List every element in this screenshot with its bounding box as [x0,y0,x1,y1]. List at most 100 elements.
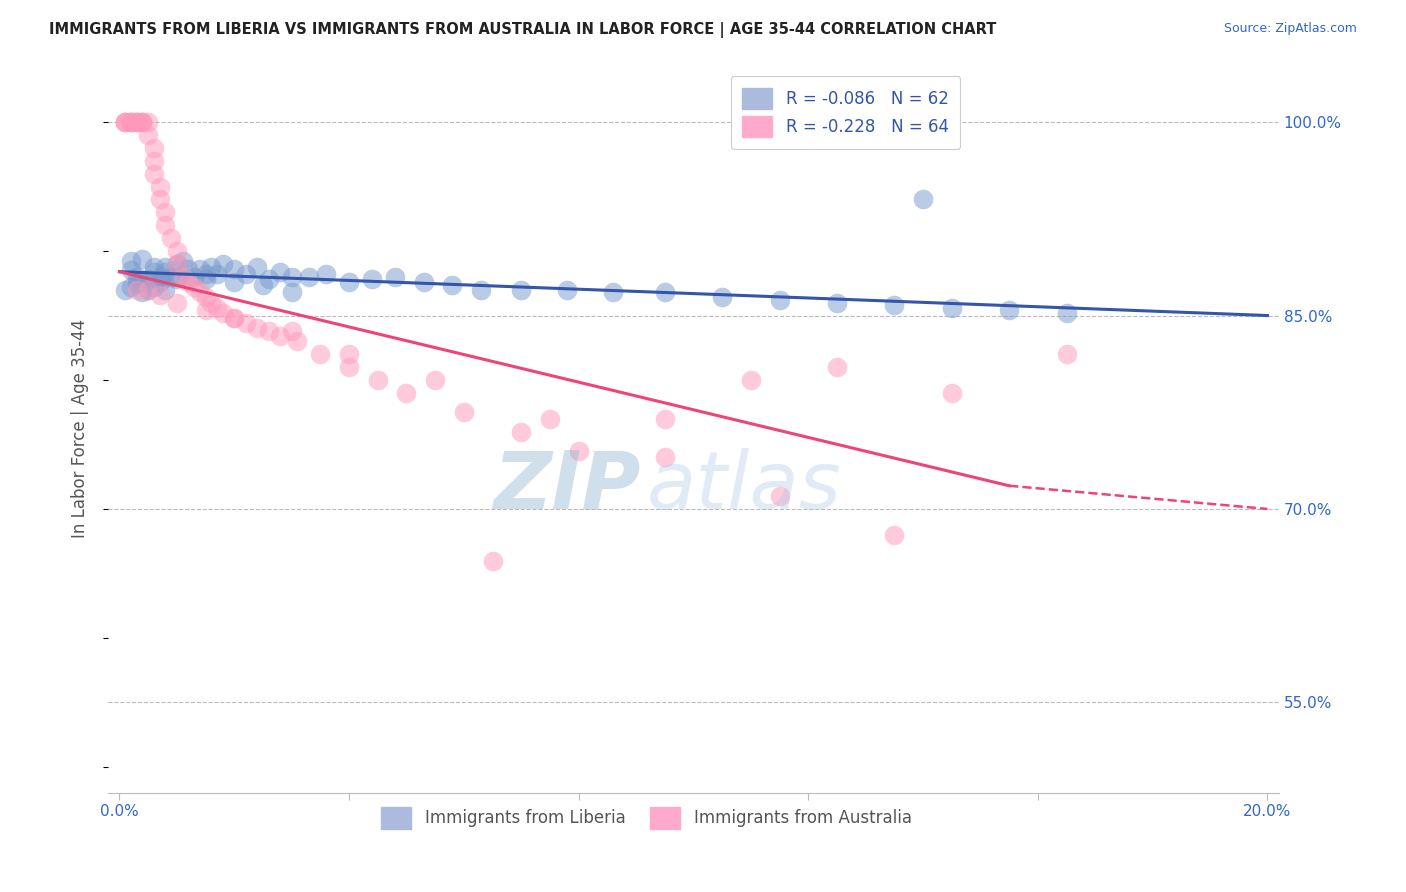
Point [711,290,734,304]
Point [183,280,205,294]
Point [337,275,360,289]
Point [149,269,172,284]
Point [384,269,406,284]
Point [246,321,269,335]
Point [131,115,153,129]
Point [654,450,676,465]
Point [183,269,205,284]
Point [367,373,389,387]
Point [131,275,153,289]
Point [142,265,165,279]
Point [224,262,246,277]
Point [142,153,165,168]
Point [224,311,246,326]
Point [257,272,280,286]
Point [395,385,418,400]
Point [337,360,360,375]
Point [166,257,188,271]
Point [131,285,153,300]
Point [246,260,269,274]
Point [120,115,142,129]
Point [470,283,492,297]
Point [160,269,183,284]
Point [211,257,233,271]
Point [361,272,384,286]
Point [654,411,676,425]
Point [555,283,578,297]
Point [155,283,177,297]
Point [125,115,148,129]
Point [166,269,188,284]
Point [425,373,447,387]
Point [205,267,228,281]
Point [114,115,136,129]
Point [280,269,302,284]
Point [768,489,790,503]
Point [177,275,200,289]
Point [125,269,148,284]
Point [883,527,905,541]
Point [257,324,280,338]
Point [131,115,153,129]
Point [125,283,148,297]
Point [125,115,148,129]
Point [441,277,464,292]
Point [825,360,848,375]
Point [142,141,165,155]
Y-axis label: In Labor Force | Age 35-44: In Labor Force | Age 35-44 [72,318,89,538]
Point [280,324,302,338]
Point [200,260,222,274]
Point [205,301,228,315]
Point [188,262,211,277]
Point [235,267,257,281]
Point [453,405,475,419]
Point [602,285,624,300]
Point [941,301,963,315]
Point [149,275,172,289]
Point [166,272,188,286]
Point [825,295,848,310]
Point [172,269,194,284]
Point [125,277,148,291]
Point [136,283,159,297]
Point [224,275,246,289]
Point [160,231,183,245]
Point [142,167,165,181]
Text: IMMIGRANTS FROM LIBERIA VS IMMIGRANTS FROM AUSTRALIA IN LABOR FORCE | AGE 35-44 : IMMIGRANTS FROM LIBERIA VS IMMIGRANTS FR… [49,22,997,38]
Point [654,285,676,300]
Point [172,254,194,268]
Point [136,272,159,286]
Point [114,115,136,129]
Point [337,347,360,361]
Point [188,285,211,300]
Point [131,252,153,266]
Point [166,244,188,258]
Point [177,262,200,277]
Legend: Immigrants from Liberia, Immigrants from Australia: Immigrants from Liberia, Immigrants from… [375,801,918,835]
Text: ZIP: ZIP [494,448,641,525]
Point [149,288,172,302]
Point [568,444,591,458]
Point [131,115,153,129]
Point [155,205,177,219]
Point [510,425,533,439]
Point [120,263,142,277]
Point [1056,347,1078,361]
Point [120,280,142,294]
Point [510,283,533,297]
Point [149,193,172,207]
Point [136,283,159,297]
Point [136,115,159,129]
Point [114,283,136,297]
Text: Source: ZipAtlas.com: Source: ZipAtlas.com [1223,22,1357,36]
Point [224,311,246,326]
Point [235,316,257,330]
Text: atlas: atlas [647,448,841,525]
Point [136,128,159,142]
Point [252,277,274,292]
Point [120,254,142,268]
Point [481,553,503,567]
Point [114,115,136,129]
Point [194,303,217,318]
Point [166,257,188,271]
